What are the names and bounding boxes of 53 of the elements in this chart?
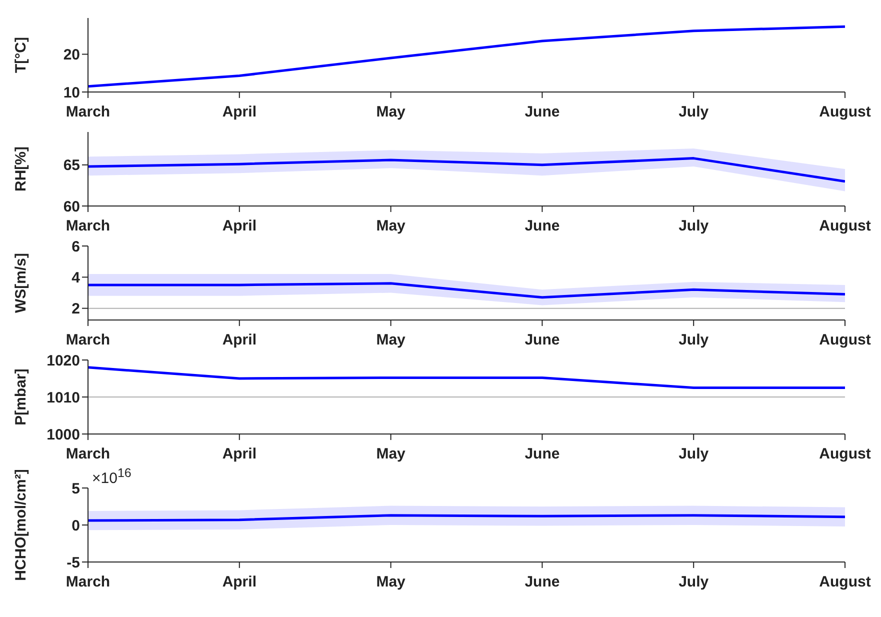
x-tick-label: August — [819, 446, 871, 463]
y-tick-label: 2 — [72, 300, 80, 318]
line-series — [88, 157, 845, 183]
y-tick-label: -5 — [66, 554, 80, 572]
x-tick-label: March — [66, 218, 110, 235]
x-tick-label: April — [222, 446, 256, 463]
x-tick-label: August — [819, 574, 871, 591]
y-tick-label: 1010 — [46, 389, 80, 406]
x-tick-label: March — [66, 332, 110, 349]
x-tick-label: July — [678, 332, 710, 349]
x-tick-label: May — [376, 104, 406, 121]
x-tick-label: June — [524, 218, 560, 235]
y-tick-label: 1020 — [46, 352, 80, 370]
y-tick-label: 0 — [72, 517, 80, 534]
x-tick-label: July — [678, 218, 710, 235]
x-tick-label: July — [678, 104, 710, 121]
y-axis-title: WS[m/s] — [12, 252, 30, 313]
y-tick-label: 60 — [63, 198, 80, 216]
x-tick-label: May — [376, 332, 406, 349]
x-tick-label: April — [222, 104, 256, 121]
x-tick-label: August — [819, 332, 871, 349]
y-axis-title: HCHO[mol/cm²] — [12, 469, 30, 581]
x-tick-label: March — [66, 446, 110, 463]
y-axis-title: RH[%] — [12, 146, 30, 192]
x-tick-label: April — [222, 218, 256, 235]
x-tick-label: June — [524, 574, 560, 591]
y-tick-label: 20 — [63, 46, 80, 64]
y-tick-label: 10 — [63, 84, 80, 102]
x-tick-label: April — [222, 574, 256, 591]
x-tick-label: June — [524, 104, 560, 121]
x-tick-label: May — [376, 574, 406, 591]
x-tick-label: August — [819, 218, 871, 235]
y-tick-label: 65 — [63, 157, 80, 174]
text: ×10$^{16}$ — [92, 466, 132, 487]
x-tick-label: June — [524, 446, 560, 463]
x-tick-label: March — [66, 104, 110, 121]
y-tick-label: 5 — [72, 480, 80, 498]
x-tick-label: March — [66, 574, 110, 591]
y-axis-title: P[mbar] — [12, 368, 30, 426]
y-tick-label: 4 — [72, 269, 81, 286]
x-tick-label: May — [376, 446, 406, 463]
x-tick-label: August — [819, 104, 871, 121]
y-tick-label: 6 — [72, 238, 80, 256]
line-series — [88, 282, 845, 299]
line-series — [88, 25, 845, 88]
x-tick-label: April — [222, 332, 256, 349]
x-tick-label: July — [678, 574, 710, 591]
y-axis-title: T[°C] — [12, 37, 30, 73]
line-series — [88, 366, 845, 389]
x-tick-label: May — [376, 218, 406, 235]
x-tick-label: July — [678, 446, 710, 463]
y-tick-label: 1000 — [46, 426, 80, 444]
x-tick-label: June — [524, 332, 560, 349]
